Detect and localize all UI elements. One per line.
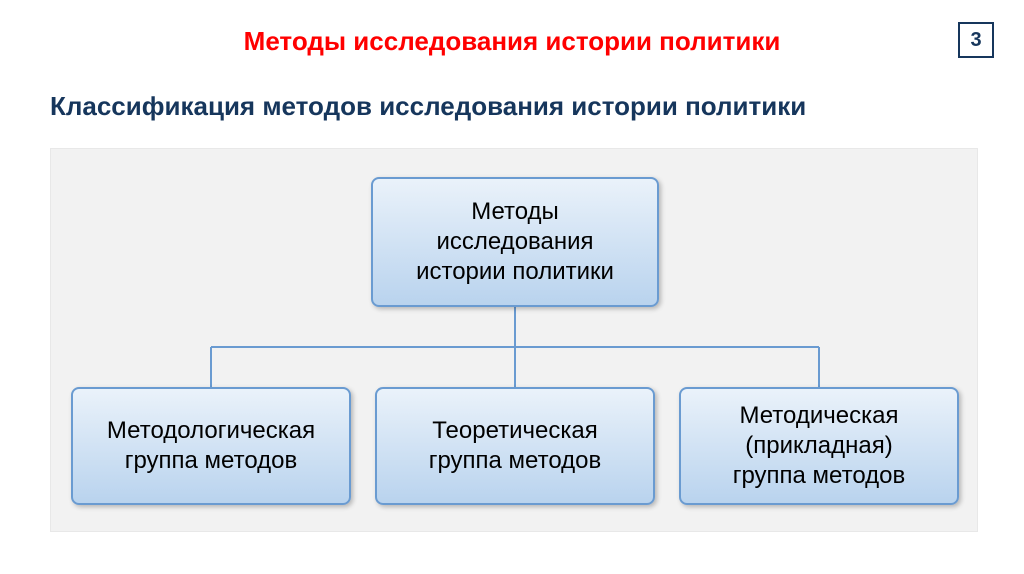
diagram-container: Методыисследованияистории политики Методо… bbox=[50, 148, 978, 532]
page-subtitle: Классификация методов исследования истор… bbox=[0, 57, 1024, 122]
tree-node-label: Методическая(прикладная)группа методов bbox=[733, 401, 906, 491]
page-number: 3 bbox=[970, 29, 981, 52]
page-number-box: 3 bbox=[958, 22, 994, 58]
tree-node-c2: Теоретическаягруппа методов bbox=[375, 387, 655, 505]
tree-node-label: Теоретическаягруппа методов bbox=[429, 416, 602, 476]
slide-page: 3 Методы исследования истории политики К… bbox=[0, 0, 1024, 574]
page-title: Методы исследования истории политики bbox=[0, 0, 1024, 57]
tree-node-c1: Методологическаягруппа методов bbox=[71, 387, 351, 505]
tree-node-c3: Методическая(прикладная)группа методов bbox=[679, 387, 959, 505]
tree-node-label: Методологическаягруппа методов bbox=[107, 416, 315, 476]
tree-node-root: Методыисследованияистории политики bbox=[371, 177, 659, 307]
tree-node-label: Методыисследованияистории политики bbox=[416, 197, 614, 287]
